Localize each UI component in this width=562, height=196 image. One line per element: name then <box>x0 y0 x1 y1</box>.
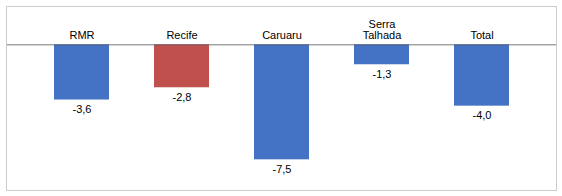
svg-text:Recife: Recife <box>166 29 197 41</box>
svg-text:RMR: RMR <box>69 29 94 41</box>
svg-text:Caruaru: Caruaru <box>262 29 302 41</box>
svg-text:SerraTalhada: SerraTalhada <box>363 18 402 41</box>
svg-text:Total: Total <box>470 29 493 41</box>
svg-text:-1,3: -1,3 <box>373 68 392 80</box>
svg-text:-7,5: -7,5 <box>273 163 292 175</box>
svg-text:-4,0: -4,0 <box>473 109 492 121</box>
svg-text:-3,6: -3,6 <box>73 103 92 115</box>
svg-text:-2,8: -2,8 <box>173 91 192 103</box>
